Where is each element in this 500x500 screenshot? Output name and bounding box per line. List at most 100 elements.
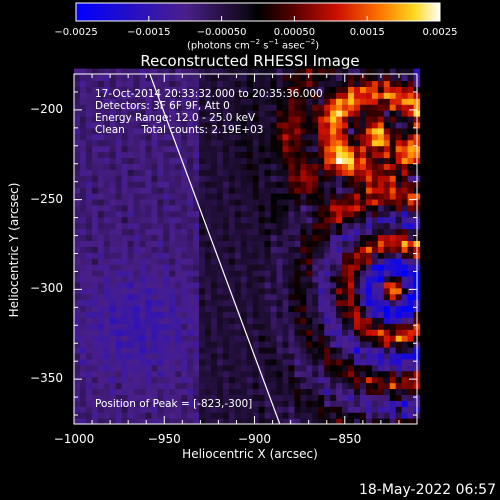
heatmap-cell xyxy=(276,281,284,289)
heatmap-cell xyxy=(121,364,129,372)
heatmap-cell xyxy=(330,204,337,212)
heatmap-cell xyxy=(115,246,123,253)
heatmap-cell xyxy=(282,270,290,277)
heatmap-cell xyxy=(365,258,373,265)
heatmap-cell xyxy=(91,240,99,247)
heatmap-cell xyxy=(133,234,141,241)
heatmap-cell xyxy=(181,275,188,283)
heatmap-cell xyxy=(240,163,248,170)
heatmap-cell xyxy=(199,163,206,170)
heatmap-cell xyxy=(401,234,409,241)
heatmap-cell xyxy=(103,104,111,111)
heatmap-cell xyxy=(383,400,391,407)
heatmap-cell xyxy=(85,305,93,313)
heatmap-cell xyxy=(324,121,331,129)
heatmap-cell xyxy=(169,376,176,384)
heatmap-cell xyxy=(157,234,164,241)
heatmap-cell xyxy=(91,74,99,82)
heatmap-cell xyxy=(270,412,278,419)
heatmap-cell xyxy=(270,376,278,384)
y-tick-label: −300 xyxy=(30,281,63,296)
heatmap-cell xyxy=(139,388,147,395)
heatmap-cell xyxy=(199,400,206,407)
heatmap-cell xyxy=(228,204,236,212)
heatmap-cell xyxy=(336,246,343,253)
heatmap-cell xyxy=(330,139,337,147)
heatmap-cell xyxy=(222,335,230,342)
heatmap-cell xyxy=(401,145,409,153)
heatmap-cell xyxy=(109,275,117,283)
heatmap-cell xyxy=(401,317,409,324)
heatmap-cell xyxy=(401,358,409,366)
heatmap-cell xyxy=(336,193,343,200)
heatmap-cell xyxy=(318,270,325,277)
heatmap-cell xyxy=(318,305,325,313)
heatmap-cell xyxy=(306,388,313,395)
heatmap-cell xyxy=(294,293,301,301)
heatmap-cell xyxy=(240,234,248,241)
heatmap-cell xyxy=(79,110,87,117)
heatmap-cell xyxy=(109,133,117,141)
heatmap-cell xyxy=(157,311,164,318)
heatmap-cell xyxy=(145,234,153,241)
heatmap-cell xyxy=(228,258,236,265)
heatmap-cell xyxy=(97,364,105,372)
heatmap-cell xyxy=(103,246,111,253)
heatmap-cell xyxy=(282,110,290,117)
heatmap-cell xyxy=(258,287,266,295)
heatmap-cell xyxy=(211,323,218,330)
heatmap-cell xyxy=(181,92,188,99)
heatmap-cell xyxy=(294,175,301,182)
heatmap-cell xyxy=(109,287,117,295)
heatmap-cell xyxy=(85,412,93,419)
heatmap-cell xyxy=(115,127,123,135)
heatmap-cell xyxy=(74,305,81,313)
heatmap-cell xyxy=(240,376,248,384)
heatmap-cell xyxy=(85,323,93,330)
heatmap-cell xyxy=(193,157,200,164)
heatmap-cell xyxy=(306,412,313,419)
heatmap-cell xyxy=(133,204,141,212)
heatmap-cell xyxy=(324,311,331,318)
heatmap-cell xyxy=(121,240,129,247)
heatmap-cell xyxy=(288,305,296,313)
heatmap-cell xyxy=(294,382,301,390)
heatmap-cell xyxy=(348,252,355,259)
heatmap-cell xyxy=(121,311,129,318)
heatmap-cell xyxy=(85,311,93,318)
heatmap-cell xyxy=(354,317,361,324)
y-axis-label: Heliocentric Y (arcsec) xyxy=(7,182,21,318)
heatmap-cell xyxy=(330,364,337,372)
heatmap-cell xyxy=(282,281,290,289)
heatmap-cell xyxy=(348,240,355,247)
heatmap-cell xyxy=(222,116,230,123)
heatmap-cell xyxy=(348,116,355,123)
heatmap-cell xyxy=(91,98,99,105)
heatmap-cell xyxy=(205,270,212,277)
heatmap-cell xyxy=(354,92,361,99)
heatmap-cell xyxy=(401,329,409,336)
heatmap-cell xyxy=(365,370,373,378)
heatmap-cell xyxy=(401,376,409,384)
heatmap-cell xyxy=(395,400,403,407)
heatmap-cell xyxy=(139,281,147,289)
heatmap-cell xyxy=(222,358,230,366)
heatmap-cell xyxy=(371,258,379,265)
heatmap-cell xyxy=(240,175,248,182)
heatmap-cell xyxy=(389,187,397,194)
heatmap-cell xyxy=(371,157,379,164)
heatmap-cell xyxy=(109,406,117,413)
heatmap-cell xyxy=(324,216,331,224)
heatmap-cell xyxy=(246,364,254,372)
heatmap-cell xyxy=(342,394,349,401)
heatmap-cell xyxy=(342,264,349,271)
heatmap-cell xyxy=(306,204,313,212)
heatmap-cell xyxy=(348,347,355,354)
heatmap-cell xyxy=(348,157,355,164)
heatmap-cell xyxy=(264,311,272,318)
heatmap-cell xyxy=(193,169,200,176)
heatmap-cell xyxy=(294,246,301,253)
heatmap-cell xyxy=(85,406,93,413)
heatmap-cell xyxy=(288,246,296,253)
heatmap-cell xyxy=(109,329,117,336)
